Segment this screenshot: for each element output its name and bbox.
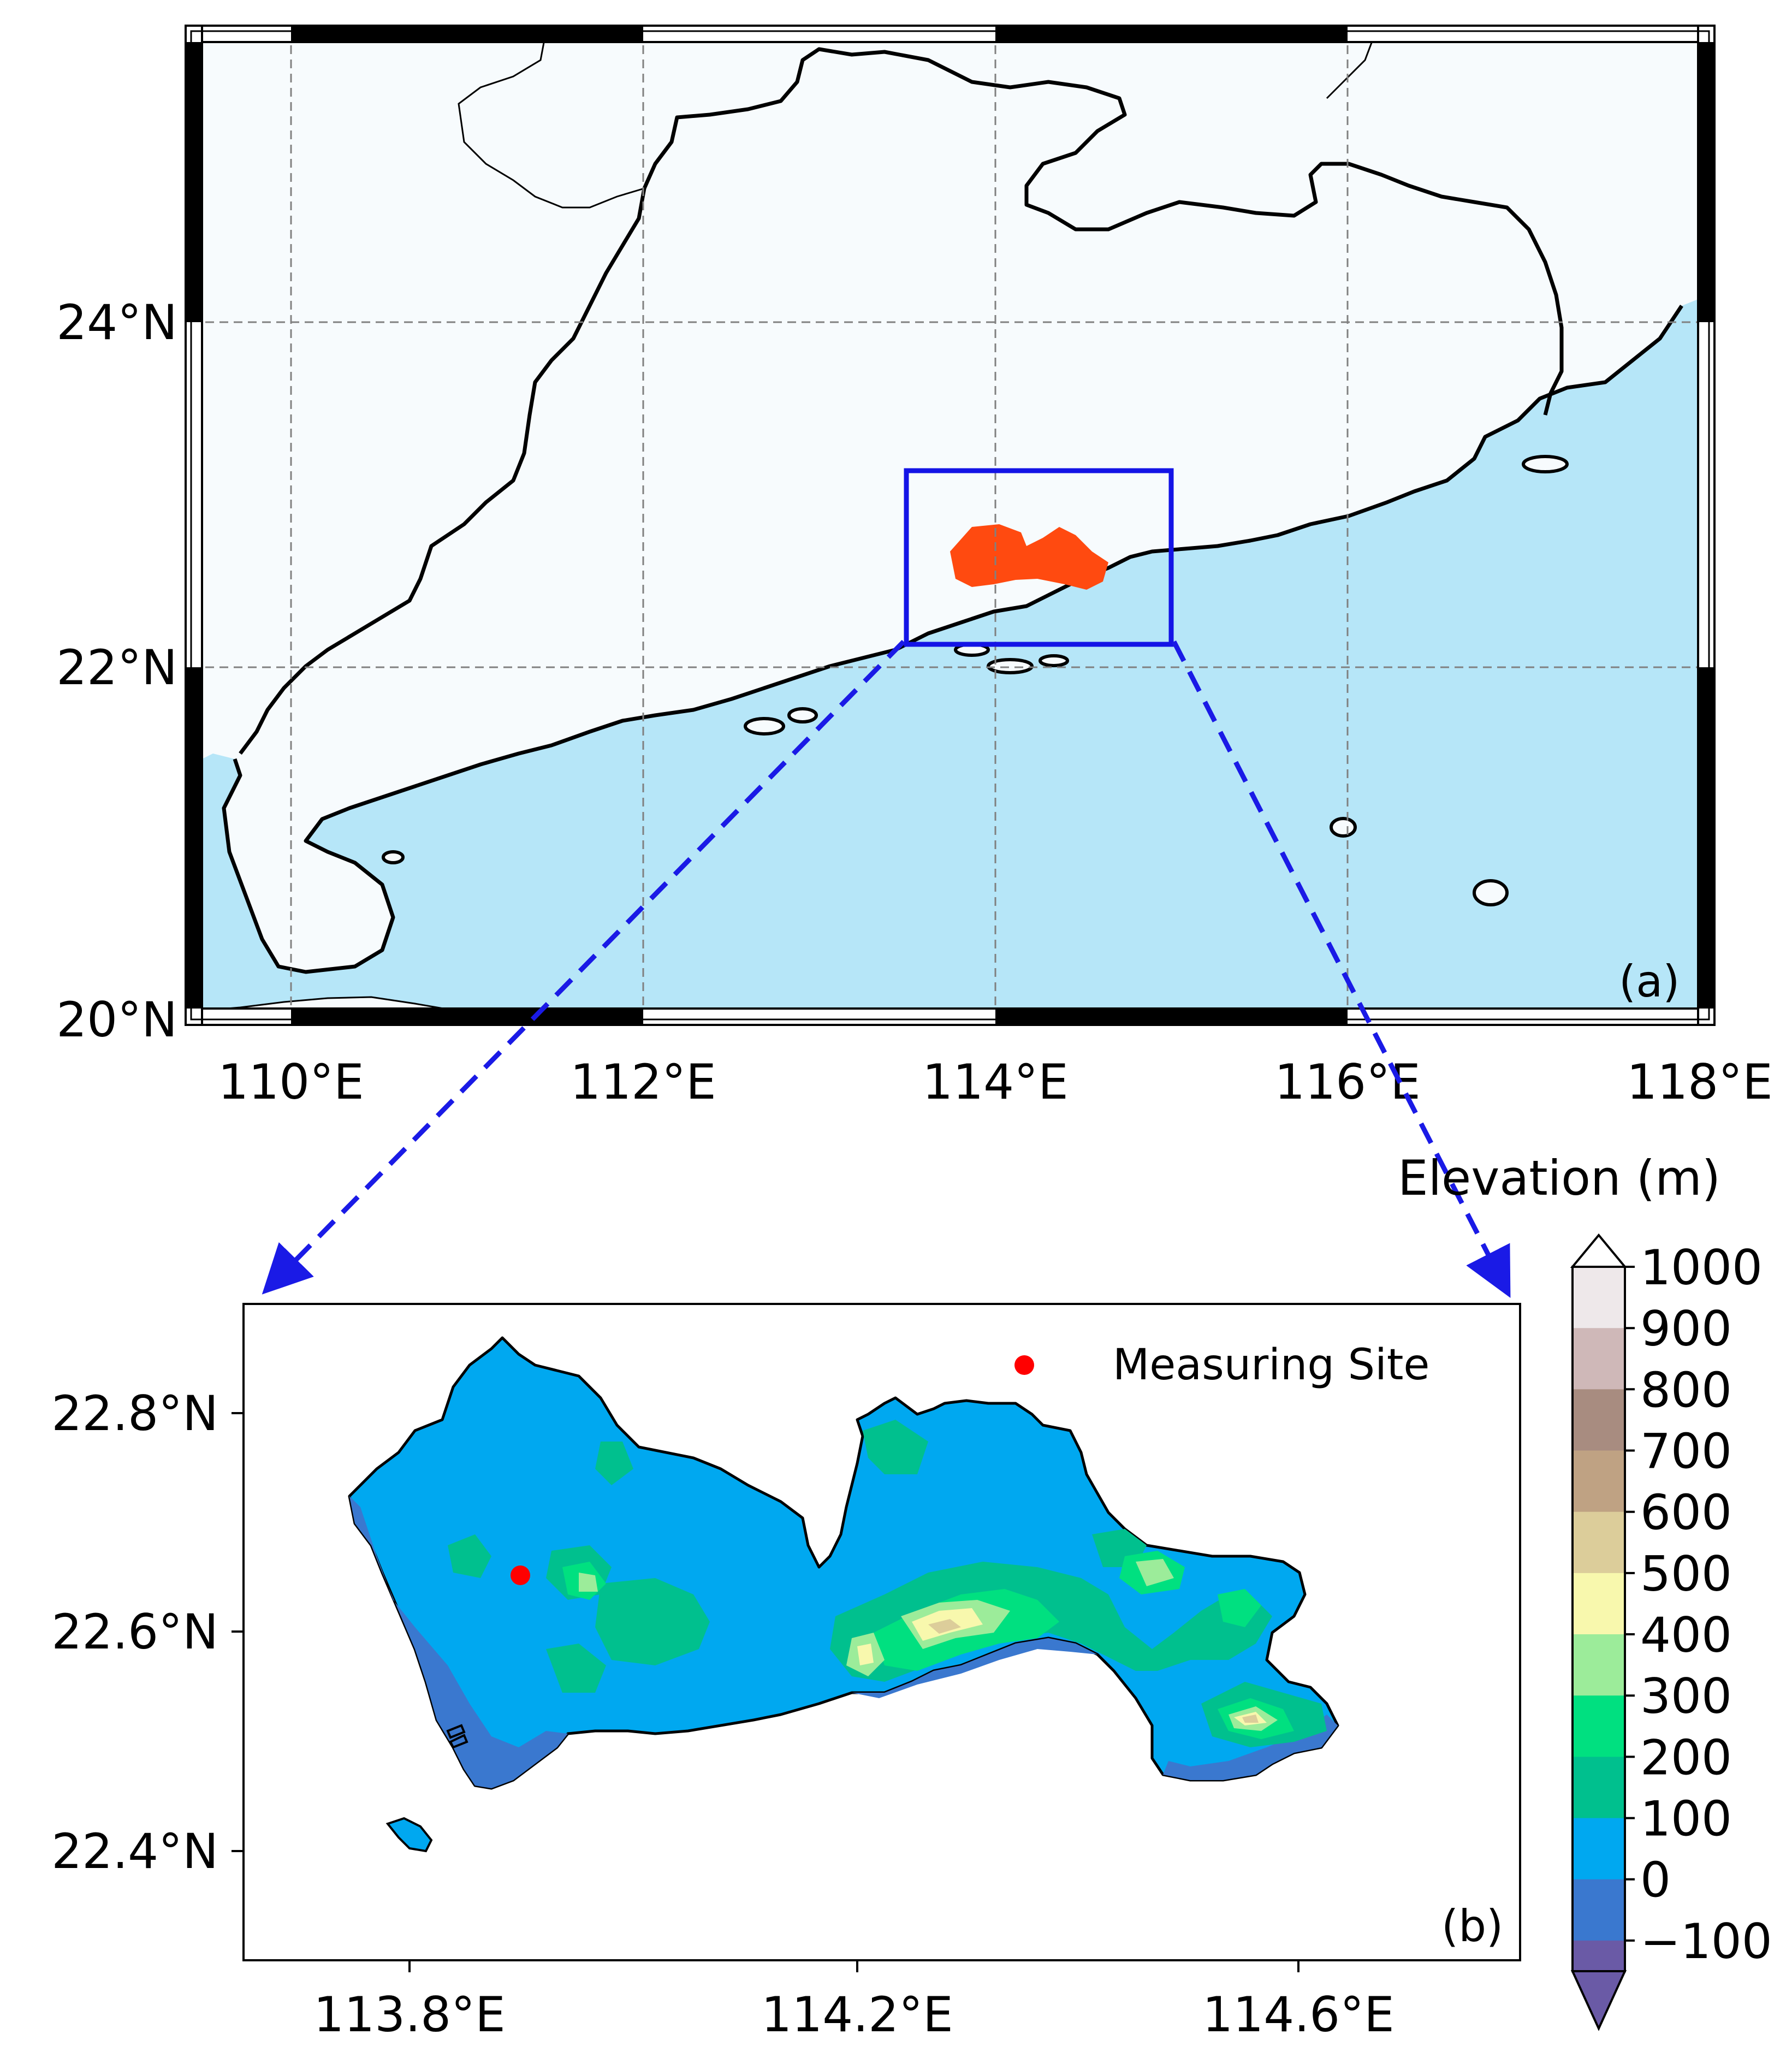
coastline — [222, 305, 1683, 974]
colorbar-tick-label: 600 — [1640, 1485, 1732, 1541]
colorbar-tick-label: 500 — [1640, 1546, 1732, 1602]
colorbar-tick-label: 300 — [1640, 1668, 1732, 1724]
lat-tick: 22.6°N — [51, 1604, 218, 1660]
colorbar-cell — [1573, 1818, 1625, 1880]
zoom-connectors — [262, 639, 1511, 1298]
colorbar-tick-label: 800 — [1640, 1362, 1732, 1418]
lon-tick: 118°E — [1627, 1054, 1773, 1110]
colorbar-cell — [1573, 1389, 1625, 1451]
colorbar-tick-label: −100 — [1640, 1913, 1772, 1970]
colorbar-cells — [1573, 1267, 1625, 1971]
measuring-site-marker — [511, 1565, 530, 1585]
colorbar-tick-label: 400 — [1640, 1607, 1732, 1663]
legend-label: Measuring Site — [1113, 1341, 1429, 1390]
colorbar-cell — [1573, 1511, 1625, 1574]
colorbar-cell — [1573, 1450, 1625, 1513]
province-border — [458, 31, 1377, 209]
shenzhen-highlight — [950, 524, 1108, 590]
islands — [382, 455, 1569, 906]
colorbar-title: Elevation (m) — [1398, 1150, 1720, 1206]
colorbar-cell — [1573, 1695, 1625, 1758]
small-island — [385, 1817, 433, 1853]
colorbar-tick-label: 700 — [1640, 1424, 1732, 1480]
lat-tick: 24°N — [56, 294, 177, 351]
lon-tick: 116°E — [1274, 1054, 1421, 1110]
guangdong-border — [642, 47, 1564, 416]
colorbar-tick-label: 0 — [1640, 1852, 1671, 1908]
colorbar-cell — [1573, 1879, 1625, 1941]
lat-tick: 22.8°N — [51, 1385, 218, 1442]
lat-tick: 22°N — [56, 639, 177, 696]
colorbar-bottom-arrow — [1570, 1970, 1627, 2031]
colorbar-tick-label: 100 — [1640, 1791, 1732, 1847]
colorbar: Elevation (m) 10009008007006005004003002… — [1398, 1150, 1772, 2031]
lon-ticks-a: 110°E 112°E 114°E 116°E 118°E — [218, 1054, 1773, 1110]
lon-tick: 114°E — [922, 1054, 1069, 1110]
legend-site-marker — [1014, 1355, 1034, 1375]
colorbar-top-arrow — [1570, 1233, 1628, 1268]
lon-tick: 113.8°E — [313, 1986, 506, 2043]
colorbar-cell — [1573, 1573, 1625, 1635]
map-frame — [185, 25, 1716, 1026]
colorbar-cell — [1573, 1634, 1625, 1697]
colorbar-tick-label: 200 — [1640, 1729, 1732, 1786]
lon-tick: 114.6°E — [1202, 1986, 1395, 2043]
small-island — [449, 1734, 468, 1749]
lon-tick: 110°E — [218, 1054, 364, 1110]
colorbar-cell — [1573, 1267, 1625, 1329]
lat-ticks-a: 24°N 22°N 20°N — [56, 294, 177, 1048]
lon-ticks-b: 113.8°E 114.2°E 114.6°E — [313, 1986, 1395, 2043]
small-island — [446, 1724, 466, 1739]
gridlines — [191, 31, 1709, 1019]
guangdong-west-border — [239, 188, 646, 755]
lon-tick: 114.2°E — [761, 1986, 953, 2043]
colorbar-cell — [1573, 1328, 1625, 1390]
colorbar-tick-label: 900 — [1640, 1301, 1732, 1357]
legend: Measuring Site — [1014, 1341, 1429, 1390]
lat-tick: 22.4°N — [51, 1823, 218, 1879]
elev-band-500-600 — [928, 1619, 1259, 1723]
panel-label-a: (a) — [1619, 956, 1680, 1007]
colorbar-tick-label: 1000 — [1640, 1239, 1763, 1296]
inset-box — [904, 468, 1174, 647]
lon-tick: 112°E — [570, 1054, 716, 1110]
panel-label-b: (b) — [1441, 1901, 1503, 1952]
colorbar-frame — [1571, 1266, 1626, 1972]
elev-band--100 — [852, 1638, 1097, 1698]
colorbar-cell — [1573, 1940, 1625, 1971]
lat-ticks-b: 22.8°N 22.6°N 22.4°N — [51, 1385, 218, 1879]
tick-marks-b — [232, 1412, 1300, 1972]
colorbar-cell — [1573, 1757, 1625, 1819]
map-a: (a) 110°E 112°E 114°E 116°E 118°E 24°N 2… — [56, 25, 1773, 1110]
map-b: Measuring Site (b) 113.8°E 114.2°E 114.6… — [51, 1303, 1521, 2043]
lat-tick: 20°N — [56, 992, 177, 1048]
